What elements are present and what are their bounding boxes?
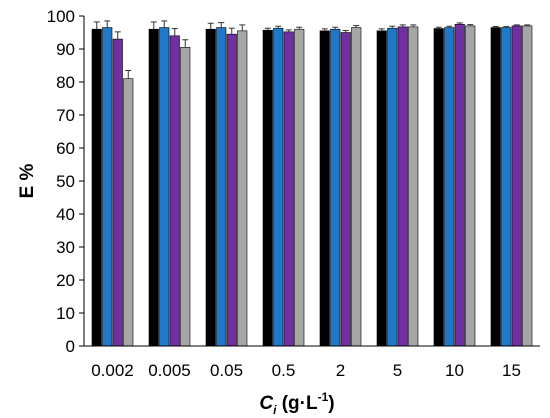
y-axis: 0 10 20 30 40 50 60 70 80 90 100 xyxy=(47,7,85,356)
bar xyxy=(490,27,501,347)
bar xyxy=(159,27,170,347)
bar xyxy=(273,27,284,347)
x-tick-label: 0.005 xyxy=(148,361,191,380)
x-axis-title-subscript: i xyxy=(273,403,277,417)
y-tick-label: 20 xyxy=(56,271,75,290)
y-axis-title: E % xyxy=(17,163,38,198)
x-tick-label: 0.002 xyxy=(91,361,134,380)
x-tick-label: 5 xyxy=(393,361,402,380)
bar xyxy=(112,38,123,347)
bar xyxy=(237,30,248,347)
bar xyxy=(180,47,191,347)
x-tick-label: 0.05 xyxy=(210,361,243,380)
x-axis-title-unit-superscript: -1 xyxy=(318,390,329,404)
bar xyxy=(294,28,305,347)
bar xyxy=(205,28,216,347)
y-tick-label: 100 xyxy=(47,7,75,26)
x-tick-label: 10 xyxy=(445,361,464,380)
bar xyxy=(148,28,159,347)
y-tick-label: 10 xyxy=(56,304,75,323)
bar xyxy=(91,28,102,347)
bar xyxy=(465,25,476,347)
bar xyxy=(376,30,387,347)
x-tick-label: 15 xyxy=(502,361,521,380)
bar xyxy=(522,25,533,347)
bar xyxy=(408,26,419,347)
y-tick-label: 70 xyxy=(56,106,75,125)
bar xyxy=(340,32,351,347)
bar xyxy=(444,27,455,347)
bar xyxy=(397,26,408,347)
y-tick-label: 0 xyxy=(66,337,75,356)
bar xyxy=(123,78,134,347)
y-tick-label: 60 xyxy=(56,139,75,158)
y-tick-label: 30 xyxy=(56,238,75,257)
x-axis-title-unit-close: ) xyxy=(328,393,334,414)
bar xyxy=(262,29,273,347)
bar xyxy=(454,23,465,347)
bar xyxy=(216,27,227,347)
bar xyxy=(511,25,522,347)
bar xyxy=(330,28,341,347)
y-tick-label: 40 xyxy=(56,205,75,224)
bar xyxy=(501,27,512,347)
plot-area xyxy=(91,20,533,347)
bar xyxy=(433,28,444,347)
y-tick-label: 50 xyxy=(56,172,75,191)
x-tick-label: 0.5 xyxy=(272,361,296,380)
x-axis-title-main: C xyxy=(259,393,273,414)
x-tick-label: 2 xyxy=(336,361,345,380)
bar xyxy=(226,33,237,347)
x-axis-title: Ci (g·L-1) xyxy=(259,390,334,417)
bar xyxy=(387,27,398,347)
bar xyxy=(351,27,362,347)
bar xyxy=(283,31,294,347)
bar xyxy=(319,30,330,347)
x-axis: 0.002 0.005 0.05 0.5 2 5 10 15 xyxy=(84,345,540,380)
bar xyxy=(102,27,113,347)
y-tick-label: 80 xyxy=(56,73,75,92)
bar xyxy=(169,35,180,347)
y-tick-label: 90 xyxy=(56,40,75,59)
x-axis-title-unit: (g·L xyxy=(276,393,318,414)
